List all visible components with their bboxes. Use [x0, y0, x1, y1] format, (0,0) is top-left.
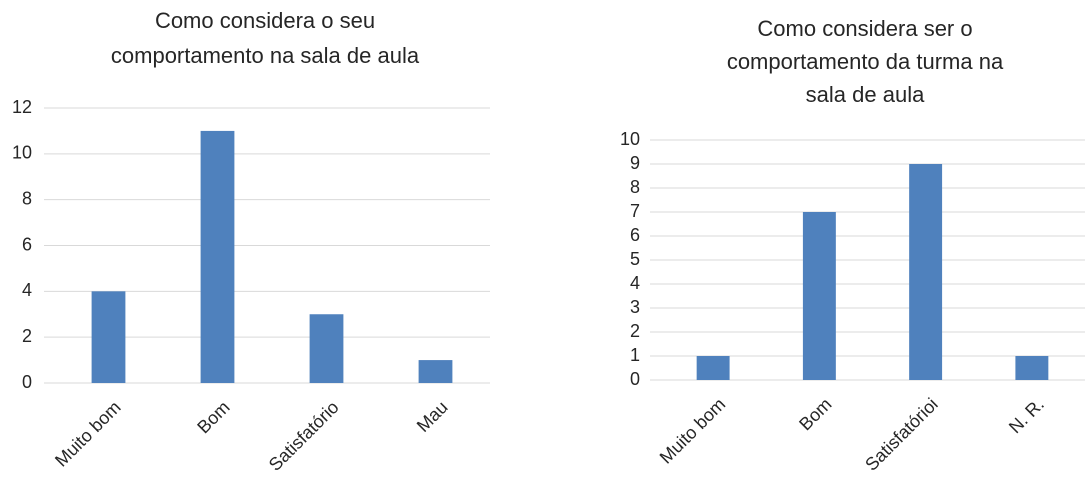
y-tick-label: 4 [630, 273, 640, 293]
chart-title: Como considera ser o [757, 16, 972, 41]
bar [696, 356, 730, 380]
x-tick-label: Bom [193, 397, 233, 437]
x-tick-label: Bom [795, 394, 835, 434]
x-tick-label: Muito bom [656, 394, 730, 468]
y-tick-label: 1 [630, 345, 640, 365]
bar [200, 130, 235, 383]
chart-title: comportamento na sala de aula [111, 43, 420, 68]
x-tick-label: Satisfatório [265, 397, 343, 475]
y-tick-label: 7 [630, 201, 640, 221]
y-tick-label: 3 [630, 297, 640, 317]
bar [91, 291, 126, 383]
y-tick-label: 10 [12, 143, 32, 163]
chart-title: Como considera o seu [155, 8, 375, 33]
x-tick-label: Muito bom [51, 397, 125, 471]
y-tick-label: 9 [630, 153, 640, 173]
y-tick-label: 8 [630, 177, 640, 197]
chart-title: comportamento da turma na [727, 49, 1004, 74]
bar [909, 164, 943, 380]
y-tick-label: 4 [22, 280, 32, 300]
x-tick-label: Mau [413, 397, 452, 436]
chart-title: sala de aula [806, 82, 925, 107]
y-tick-label: 10 [620, 129, 640, 149]
y-tick-label: 0 [22, 372, 32, 392]
y-tick-label: 8 [22, 188, 32, 208]
y-tick-label: 12 [12, 97, 32, 117]
bar [309, 314, 344, 383]
y-tick-label: 6 [630, 225, 640, 245]
y-tick-label: 0 [630, 369, 640, 389]
y-tick-label: 2 [630, 321, 640, 341]
bar [802, 212, 836, 380]
y-tick-label: 6 [22, 234, 32, 254]
bar [1015, 356, 1049, 380]
x-tick-label: N. R. [1005, 394, 1048, 437]
y-tick-label: 2 [22, 326, 32, 346]
bar [418, 360, 453, 383]
y-tick-label: 5 [630, 249, 640, 269]
x-tick-label: Satisfatórioi [861, 394, 942, 475]
